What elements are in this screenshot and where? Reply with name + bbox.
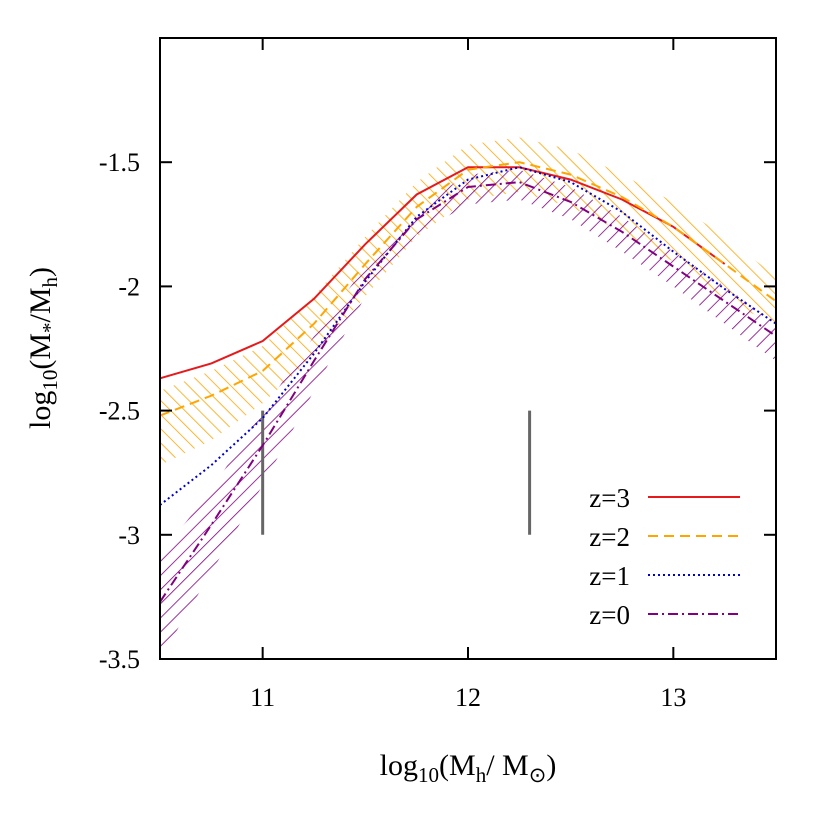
series-layer bbox=[159, 161, 777, 603]
band-1 bbox=[160, 169, 776, 659]
markers-layer bbox=[261, 410, 532, 535]
legend-label-z1: z=1 bbox=[589, 561, 630, 591]
series-line-z0 bbox=[159, 181, 777, 603]
bands-layer bbox=[160, 137, 776, 659]
x-axis-title: log10(Mh/ M⊙) bbox=[380, 749, 557, 787]
ticks-layer bbox=[160, 38, 776, 660]
plot-frame bbox=[159, 37, 777, 660]
y-tick-label: -3.5 bbox=[99, 645, 140, 674]
legend-label-z0: z=0 bbox=[589, 600, 630, 630]
y-axis-title: log10(M*/Mh) bbox=[24, 267, 62, 429]
x-tick-label: 12 bbox=[455, 683, 481, 712]
legend-label-z2: z=2 bbox=[589, 522, 630, 552]
legend-label-z3: z=3 bbox=[589, 483, 630, 513]
y-tick-label: -2.5 bbox=[99, 397, 140, 426]
y-tick-label: -3 bbox=[118, 521, 140, 550]
x-tick-label: 11 bbox=[250, 683, 275, 712]
legend: z=3 z=2 z=1 z=0 bbox=[589, 483, 740, 630]
series-line-z2 bbox=[159, 161, 777, 417]
tick-labels-layer: 11 12 13 -3.5 -3 -2.5 -2 -1.5 bbox=[99, 148, 687, 712]
x-tick-label: 13 bbox=[660, 683, 686, 712]
y-tick-label: -2 bbox=[118, 272, 140, 301]
series-line-z1 bbox=[159, 166, 777, 506]
series-line-z3 bbox=[159, 166, 726, 380]
y-tick-label: -1.5 bbox=[99, 148, 140, 177]
